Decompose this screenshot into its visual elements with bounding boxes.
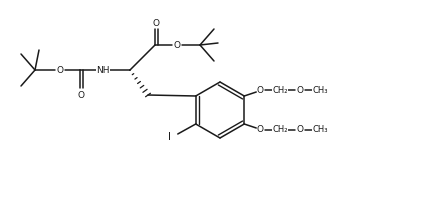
Text: CH₃: CH₃ — [313, 86, 328, 94]
Text: O: O — [57, 66, 63, 74]
Text: CH₂: CH₂ — [272, 86, 288, 94]
Text: O: O — [257, 86, 264, 94]
Text: O: O — [173, 41, 181, 50]
Text: O: O — [77, 90, 85, 100]
Text: CH₃: CH₃ — [313, 126, 328, 134]
Text: O: O — [153, 18, 159, 28]
Text: O: O — [297, 86, 304, 94]
Text: CH₂: CH₂ — [272, 126, 288, 134]
Text: O: O — [297, 126, 304, 134]
Text: O: O — [257, 126, 264, 134]
Text: NH: NH — [96, 66, 110, 74]
Text: I: I — [168, 132, 171, 142]
